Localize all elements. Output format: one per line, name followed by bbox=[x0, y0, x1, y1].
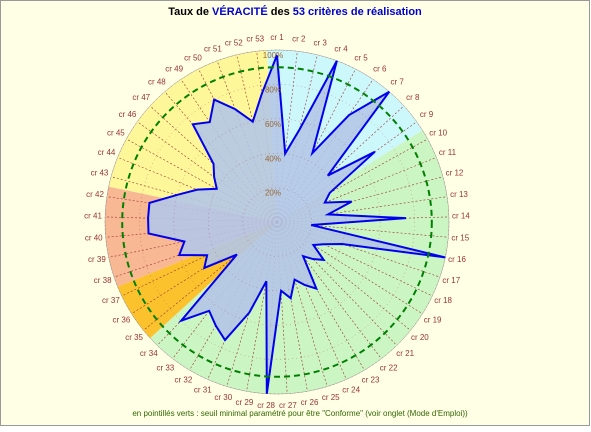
r-tick-label: 40% bbox=[265, 154, 281, 163]
category-label: cr 47 bbox=[132, 93, 150, 102]
category-label: cr 33 bbox=[156, 363, 174, 372]
title-part: 53 critères de réalisation bbox=[293, 6, 422, 18]
category-label: cr 4 bbox=[334, 45, 348, 54]
category-label: cr 29 bbox=[236, 398, 254, 407]
category-label: cr 34 bbox=[140, 349, 158, 358]
category-label: cr 39 bbox=[88, 255, 106, 264]
r-tick-label: 20% bbox=[265, 189, 281, 198]
grid-ring bbox=[104, 49, 450, 395]
category-label: cr 12 bbox=[446, 169, 464, 178]
category-label: cr 46 bbox=[119, 110, 137, 119]
category-label: cr 28 bbox=[257, 401, 275, 410]
category-label: cr 31 bbox=[194, 385, 212, 394]
category-label: cr 36 bbox=[113, 315, 131, 324]
category-label: cr 1 bbox=[270, 33, 284, 42]
footnote: en pointillés verts : seuil minimal para… bbox=[132, 409, 468, 418]
data-area bbox=[147, 54, 446, 394]
category-label: cr 53 bbox=[246, 34, 264, 43]
grid-ring bbox=[139, 84, 415, 360]
category-label: cr 23 bbox=[362, 376, 380, 385]
title-part: Taux de bbox=[168, 6, 212, 18]
grid-ring bbox=[242, 187, 312, 257]
category-label: cr 48 bbox=[148, 78, 166, 87]
category-label: cr 38 bbox=[94, 276, 112, 285]
category-label: cr 9 bbox=[420, 110, 434, 119]
category-label: cr 5 bbox=[354, 53, 368, 62]
category-label: cr 37 bbox=[102, 296, 120, 305]
title-part: des bbox=[268, 6, 293, 18]
r-tick-label: 60% bbox=[265, 120, 281, 129]
category-label: cr 32 bbox=[175, 376, 193, 385]
category-label: cr 15 bbox=[451, 233, 469, 242]
category-label: cr 19 bbox=[424, 315, 442, 324]
category-label: cr 21 bbox=[396, 349, 414, 358]
category-label: cr 11 bbox=[439, 148, 457, 157]
category-label: cr 14 bbox=[452, 212, 470, 221]
grid-ring bbox=[208, 153, 346, 291]
category-label: cr 8 bbox=[406, 93, 420, 102]
category-label: cr 43 bbox=[91, 169, 109, 178]
title-part: VÉRACITÉ bbox=[212, 5, 268, 18]
category-label: cr 49 bbox=[165, 64, 183, 73]
grid-ring bbox=[173, 118, 381, 326]
category-label: cr 2 bbox=[292, 34, 306, 43]
category-label: cr 3 bbox=[314, 38, 328, 47]
category-label: cr 40 bbox=[85, 233, 103, 242]
category-label: cr 13 bbox=[450, 190, 468, 199]
threshold-ring bbox=[121, 66, 433, 378]
category-label: cr 10 bbox=[429, 128, 447, 137]
category-label: cr 25 bbox=[322, 393, 340, 402]
category-label: cr 30 bbox=[214, 393, 232, 402]
category-label: cr 51 bbox=[204, 45, 222, 54]
category-label: cr 42 bbox=[86, 190, 104, 199]
category-label: cr 41 bbox=[84, 212, 102, 221]
category-label: cr 50 bbox=[184, 53, 202, 62]
category-label: cr 35 bbox=[125, 333, 143, 342]
category-label: cr 17 bbox=[442, 276, 460, 285]
category-label: cr 27 bbox=[279, 401, 297, 410]
r-tick-label: 100% bbox=[263, 51, 283, 60]
category-label: cr 26 bbox=[301, 398, 319, 407]
category-label: cr 44 bbox=[98, 148, 116, 157]
chart-title: Taux de VÉRACITÉ des 53 critères de réal… bbox=[168, 5, 422, 18]
category-label: cr 7 bbox=[390, 78, 404, 87]
category-label: cr 22 bbox=[380, 363, 398, 372]
category-label: cr 6 bbox=[373, 64, 387, 73]
category-label: cr 18 bbox=[434, 296, 452, 305]
category-label: cr 16 bbox=[448, 255, 466, 264]
category-label: cr 45 bbox=[107, 128, 125, 137]
category-label: cr 24 bbox=[342, 385, 360, 394]
category-label: cr 52 bbox=[225, 38, 243, 47]
category-label: cr 20 bbox=[411, 333, 429, 342]
r-tick-label: 80% bbox=[265, 86, 281, 95]
